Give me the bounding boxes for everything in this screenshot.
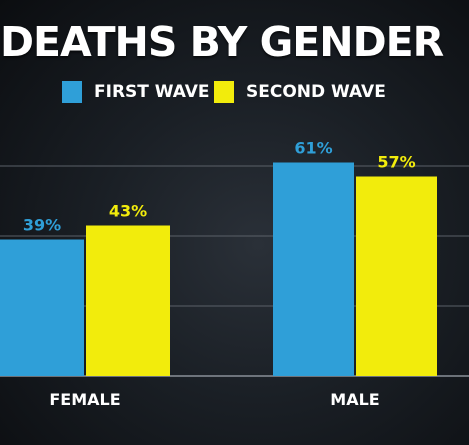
bar-value-label: 43% [109, 202, 147, 221]
bar-value-labels: 39% 43% 61% 57% [23, 139, 416, 235]
legend-label-second-wave: SECOND WAVE [246, 82, 386, 102]
bar-value-label: 61% [294, 139, 332, 158]
bars [0, 162, 437, 376]
bar-male-second-wave [356, 176, 437, 376]
legend: FIRST WAVE SECOND WAVE [0, 78, 469, 108]
legend-swatch-first-wave [62, 81, 82, 103]
legend-label-first-wave: FIRST WAVE [94, 82, 210, 102]
bar-male-first-wave [273, 162, 354, 376]
x-tick-label-male: MALE [330, 390, 379, 409]
bar-female-second-wave [86, 225, 170, 376]
legend-swatch-second-wave [214, 81, 234, 103]
bar-value-label: 39% [23, 216, 61, 235]
bar-female-first-wave [0, 239, 84, 376]
x-tick-labels: FEMALE MALE [49, 390, 379, 409]
chart-title: DEATHS BY GENDER [0, 18, 444, 66]
bar-value-label: 57% [377, 153, 415, 172]
x-tick-label-female: FEMALE [49, 390, 120, 409]
